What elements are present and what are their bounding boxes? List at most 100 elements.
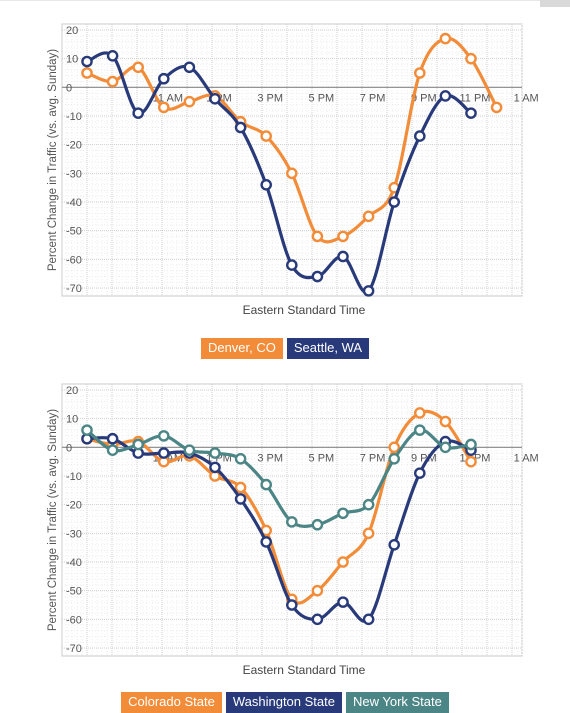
data-point[interactable] (388, 453, 401, 465)
data-point[interactable] (311, 584, 324, 597)
data-point[interactable] (490, 101, 503, 114)
x-tick-label: 1 AM (514, 452, 539, 464)
x-tick-label: 7 PM (360, 92, 386, 104)
data-point[interactable] (132, 107, 144, 119)
data-point[interactable] (209, 447, 221, 459)
y-tick-label: -60 (66, 254, 82, 266)
scroll-tab[interactable] (540, 0, 570, 7)
data-point[interactable] (157, 101, 170, 114)
data-point[interactable] (183, 61, 196, 74)
data-point[interactable] (81, 55, 93, 68)
data-point[interactable] (183, 444, 196, 456)
data-point[interactable] (106, 432, 119, 445)
legend-item-new-york-state[interactable]: New York State (345, 692, 449, 713)
data-point[interactable] (157, 72, 170, 85)
data-point[interactable] (157, 430, 170, 442)
legend-item-colorado-state[interactable]: Colorado State (121, 692, 222, 713)
legend-item-seattle-wa[interactable]: Seattle, WA (286, 338, 370, 359)
data-point[interactable] (413, 130, 426, 142)
data-point[interactable] (132, 61, 144, 74)
data-point[interactable] (439, 441, 452, 454)
data-point[interactable] (106, 444, 119, 456)
data-point[interactable] (285, 599, 298, 611)
y-tick-label: -30 (66, 168, 82, 180)
data-point[interactable] (388, 538, 401, 551)
data-point[interactable] (183, 95, 196, 108)
data-point[interactable] (465, 107, 477, 119)
y-tick-label: 10 (66, 54, 78, 66)
data-point[interactable] (439, 415, 452, 428)
data-point[interactable] (362, 613, 375, 626)
series-denver-co (81, 32, 503, 244)
data-point[interactable] (337, 507, 349, 520)
y-tick-label: -50 (66, 586, 82, 598)
x-tick-label: 3 PM (257, 452, 283, 464)
y-tick-label: -20 (66, 500, 82, 512)
legend-item-washington-state[interactable]: Washington State (225, 692, 342, 713)
x-axis-label: Eastern Standard Time (243, 663, 366, 677)
data-point[interactable] (260, 536, 273, 548)
data-point[interactable] (465, 455, 477, 468)
x-tick-label: 7 PM (360, 452, 386, 464)
data-point[interactable] (439, 90, 452, 102)
y-axis-label: Percent Change in Traffic (vs. avg. Sund… (47, 49, 59, 271)
data-point[interactable] (285, 167, 298, 180)
x-tick-label: 1 AM (514, 92, 539, 104)
data-point[interactable] (209, 93, 221, 105)
data-point[interactable] (337, 230, 349, 243)
data-point[interactable] (311, 270, 324, 283)
data-point[interactable] (234, 121, 247, 134)
data-point[interactable] (209, 461, 221, 474)
data-point[interactable] (413, 67, 426, 79)
x-tick-label: 5 PM (309, 452, 335, 464)
data-point[interactable] (388, 196, 401, 208)
y-tick-label: -70 (66, 643, 82, 655)
data-point[interactable] (413, 407, 426, 419)
y-tick-label: 10 (66, 414, 78, 426)
data-point[interactable] (388, 441, 401, 454)
data-point[interactable] (362, 527, 375, 540)
data-point[interactable] (132, 438, 144, 451)
data-point[interactable] (157, 447, 170, 459)
data-point[interactable] (234, 481, 247, 494)
data-point[interactable] (337, 596, 349, 608)
data-point[interactable] (362, 210, 375, 223)
data-point[interactable] (439, 32, 452, 45)
y-tick-label: 0 (66, 82, 72, 94)
data-point[interactable] (106, 50, 119, 62)
data-point[interactable] (413, 467, 426, 479)
y-tick-label: -10 (66, 111, 82, 123)
data-point[interactable] (106, 75, 119, 88)
data-point[interactable] (362, 498, 375, 511)
data-point[interactable] (337, 556, 349, 568)
data-point[interactable] (260, 478, 273, 491)
chart-2-legend: Colorado State Washington State New York S… (0, 692, 570, 713)
data-point[interactable] (260, 130, 273, 142)
data-point[interactable] (465, 52, 477, 65)
data-point[interactable] (260, 178, 273, 191)
series-line (85, 428, 473, 528)
data-point[interactable] (413, 424, 426, 436)
y-tick-label: -20 (66, 140, 82, 152)
legend-item-denver-co[interactable]: Denver, CO (200, 338, 283, 359)
y-tick-label: -40 (66, 197, 82, 209)
data-point[interactable] (81, 67, 93, 79)
data-point[interactable] (311, 230, 324, 243)
data-point[interactable] (311, 518, 324, 531)
data-point[interactable] (311, 613, 324, 626)
data-point[interactable] (234, 493, 247, 505)
series-line (85, 51, 473, 294)
data-point[interactable] (285, 259, 298, 271)
data-point[interactable] (362, 285, 375, 297)
data-point[interactable] (337, 250, 349, 263)
data-point[interactable] (285, 516, 298, 528)
data-point[interactable] (465, 438, 477, 451)
x-tick-label: 9 PM (411, 92, 437, 104)
data-point[interactable] (81, 424, 93, 436)
y-tick-label: -70 (66, 283, 82, 295)
y-tick-label: -10 (66, 471, 82, 483)
top-divider (0, 0, 540, 1)
series-line (85, 436, 473, 623)
data-point[interactable] (234, 453, 247, 465)
